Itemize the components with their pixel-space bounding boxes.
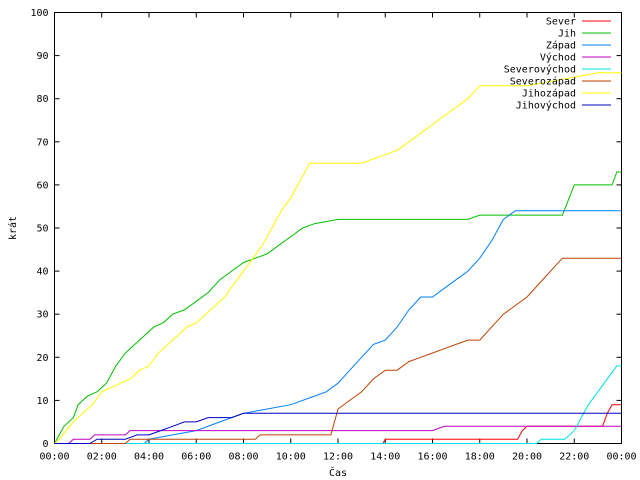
y-axis-label: krát: [7, 216, 19, 240]
legend-label: Jih: [558, 29, 576, 40]
y-tick-label: 30: [36, 310, 48, 321]
y-tick-label: 0: [42, 439, 48, 450]
x-tick-label: 02:00: [87, 452, 117, 463]
series-line-1: [54, 404, 622, 444]
legend-label: Jihovýchod: [516, 100, 576, 112]
series-line-2: [54, 171, 622, 444]
legend-label: Severovýchod: [504, 64, 576, 76]
series-line-8: [54, 412, 622, 444]
y-tick-label: 100: [30, 8, 48, 19]
series-line-3: [54, 210, 622, 444]
series-line-6: [54, 257, 622, 444]
legend-label: Jihozápad: [522, 88, 576, 100]
x-tick-label: 06:00: [181, 452, 211, 463]
x-tick-label: 00:00: [39, 452, 69, 463]
legend-label: Sever: [546, 17, 576, 28]
x-tick-label: 04:00: [134, 452, 164, 463]
x-tick-label: 12:00: [323, 452, 353, 463]
series-line-7: [54, 72, 622, 444]
y-tick-label: 70: [36, 137, 48, 148]
x-tick-label: 16:00: [417, 452, 447, 463]
legend-label: Východ: [540, 52, 576, 64]
x-axis-label: Čas: [329, 466, 347, 479]
y-axis: 0 10 20 30 40 50 60 70 80 90 100: [30, 8, 622, 450]
series-line-5: [54, 365, 622, 444]
x-tick-label: 08:00: [228, 452, 258, 463]
x-tick-label: 20:00: [512, 452, 542, 463]
y-tick-label: 10: [36, 396, 48, 407]
series-line-4: [54, 425, 622, 444]
x-tick-label: 22:00: [559, 452, 589, 463]
y-tick-label: 20: [36, 353, 48, 364]
x-tick-label: 14:00: [370, 452, 400, 463]
y-tick-label: 40: [36, 267, 48, 278]
x-tick-label: 10:00: [276, 452, 306, 463]
x-tick-label: 18:00: [465, 452, 495, 463]
series-lines: [54, 72, 622, 444]
legend-label: Severozápad: [510, 76, 576, 88]
x-tick-label: 00:00: [606, 452, 636, 463]
y-tick-label: 80: [36, 94, 48, 105]
legend: SeverJihZápadVýchodSeverovýchodSeverozáp…: [504, 17, 611, 112]
x-axis: 00:00 02:00 04:00 06:00 08:00 10:00 12:00 14:00…: [39, 12, 637, 463]
y-tick-label: 90: [36, 51, 48, 62]
y-tick-label: 60: [36, 180, 48, 191]
legend-label: Západ: [546, 40, 576, 52]
y-tick-label: 50: [36, 224, 48, 235]
